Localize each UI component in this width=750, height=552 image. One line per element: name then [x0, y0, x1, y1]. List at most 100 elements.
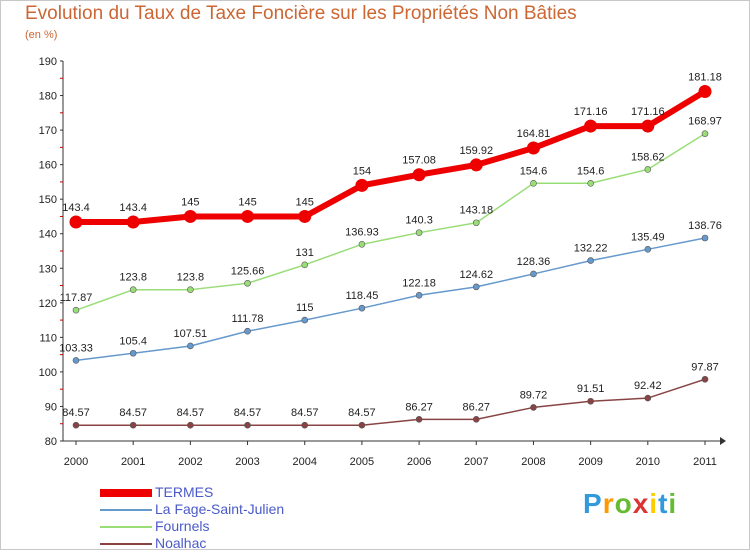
series-line [76, 378, 706, 426]
data-point [415, 229, 423, 236]
data-label: 128.36 [517, 256, 551, 268]
data-point [358, 241, 366, 248]
legend-label: La Fage-Saint-Julien [155, 501, 285, 517]
data-point [301, 316, 309, 324]
series-line [75, 133, 706, 311]
labels-layer: 84.57 84.57 84.57 84.57 84.57 84.57 86.27 86.27… [59, 71, 722, 419]
data-point [358, 421, 366, 429]
data-label: 123.8 [119, 272, 147, 284]
data-point [187, 342, 194, 350]
data-point [244, 421, 251, 429]
proxiti-logo: Proxiti [583, 488, 677, 520]
x-tick-label: 2011 [693, 456, 717, 468]
logo-letter: P [583, 488, 603, 519]
data-point [72, 357, 80, 364]
data-point [183, 209, 197, 223]
data-label: 154.6 [577, 165, 605, 177]
data-point [469, 158, 483, 172]
data-point [701, 375, 709, 383]
data-label: 143.4 [119, 202, 147, 214]
data-point [530, 179, 537, 187]
logo-letter: i [668, 488, 678, 519]
data-label: 164.81 [517, 128, 551, 140]
data-point [644, 246, 652, 253]
x-tick-label: 2004 [292, 456, 316, 468]
data-point [72, 421, 80, 429]
x-tick-label: 2003 [235, 456, 259, 468]
series-line [75, 237, 706, 362]
data-label: 143.18 [459, 205, 493, 217]
series-layer [69, 84, 712, 429]
x-tick-label: 2009 [578, 456, 602, 468]
data-label: 136.93 [345, 226, 379, 238]
data-point [584, 119, 598, 133]
data-label: 124.62 [459, 269, 493, 281]
data-label: 86.27 [463, 401, 491, 413]
data-point [644, 166, 652, 173]
data-point [587, 397, 594, 405]
y-tick-label: 170 [39, 125, 57, 137]
data-label: 91.51 [577, 383, 605, 395]
data-label: 168.97 [688, 116, 722, 128]
data-label: 131 [296, 247, 314, 259]
y-tick-label: 180 [39, 91, 57, 103]
logo-letter: i [649, 488, 659, 519]
data-label: 86.27 [405, 401, 433, 413]
data-point [698, 84, 712, 98]
data-point [415, 416, 423, 423]
x-tick-label: 2010 [636, 456, 660, 468]
data-label: 181.18 [688, 71, 722, 83]
y-tick-label: 160 [39, 160, 57, 172]
data-point [644, 394, 652, 402]
data-point [129, 349, 137, 357]
data-label: 84.57 [291, 407, 319, 419]
data-point [69, 215, 83, 229]
axes: 80 90 100 110 120 130 140 150 160 170 180 190 2000 20… [39, 56, 726, 468]
logo-letter: t [658, 488, 669, 519]
chart-subtitle: (en %) [25, 29, 58, 41]
data-point [530, 404, 537, 411]
data-point [587, 257, 594, 264]
data-point [701, 130, 709, 137]
data-point [298, 209, 312, 223]
y-tick-label: 190 [39, 56, 57, 68]
data-point [72, 306, 80, 314]
x-axis-arrow [720, 437, 726, 445]
y-tick-label: 130 [39, 263, 57, 275]
data-label: 145 [296, 196, 314, 208]
series-line [76, 88, 707, 225]
data-label: 84.57 [177, 407, 205, 419]
data-label: 122.18 [402, 277, 436, 289]
data-point [412, 168, 426, 182]
data-point [301, 421, 309, 429]
line-chart: 80 90 100 110 120 130 140 150 160 170 180 190 2000 20… [39, 56, 726, 468]
data-point [126, 215, 140, 229]
data-label: 84.57 [62, 407, 90, 419]
data-label: 107.51 [174, 328, 208, 340]
data-label: 171.16 [574, 106, 608, 118]
data-point [472, 416, 480, 423]
data-label: 157.08 [402, 155, 436, 167]
data-point [358, 304, 366, 312]
legend-swatch [100, 543, 152, 545]
y-tick-label: 100 [39, 367, 57, 379]
x-tick-label: 2001 [121, 456, 145, 468]
data-label: 159.92 [459, 145, 493, 157]
data-label: 92.42 [634, 380, 662, 392]
data-label: 118.45 [345, 290, 378, 302]
data-point [129, 286, 137, 293]
y-tick-label: 150 [39, 194, 57, 206]
y-tick-label: 90 [45, 401, 57, 413]
logo-letter: r [602, 488, 615, 519]
data-point [241, 209, 255, 223]
data-point [301, 261, 309, 269]
data-label: 97.87 [691, 361, 719, 373]
logo-letter: x [632, 488, 650, 519]
data-label: 125.66 [231, 265, 265, 277]
y-tick-label: 110 [39, 332, 57, 344]
data-label: 103.33 [59, 342, 93, 354]
y-tick-label: 80 [45, 436, 57, 448]
data-point [701, 234, 709, 242]
data-point [530, 270, 537, 278]
